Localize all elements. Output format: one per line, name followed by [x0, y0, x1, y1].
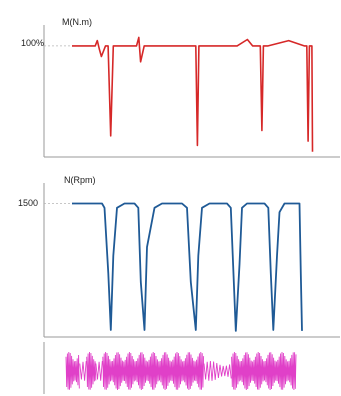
torque-panel: M(N.m) 100%: [21, 17, 340, 158]
waveform-sparse-segment: [95, 360, 103, 381]
speed-tick-label: 1500: [18, 198, 38, 208]
waveform-dense-segment: [86, 351, 97, 390]
waveform-dense-segment: [102, 351, 205, 391]
torque-tick-label: 100%: [21, 38, 44, 48]
torque-axis-title: M(N.m): [62, 17, 92, 27]
speed-axis-title: N(Rpm): [64, 175, 96, 185]
torque-series-line: [72, 36, 314, 152]
waveform-dense-segment: [231, 351, 297, 391]
waveform-strip: [65, 351, 297, 391]
speed-series-line: [72, 202, 303, 332]
waveform-dense-segment: [65, 351, 80, 390]
speed-panel: N(Rpm) 1500: [18, 175, 340, 338]
waveform-sparse-segment: [203, 360, 232, 381]
waveform-sparse-segment: [79, 360, 87, 381]
